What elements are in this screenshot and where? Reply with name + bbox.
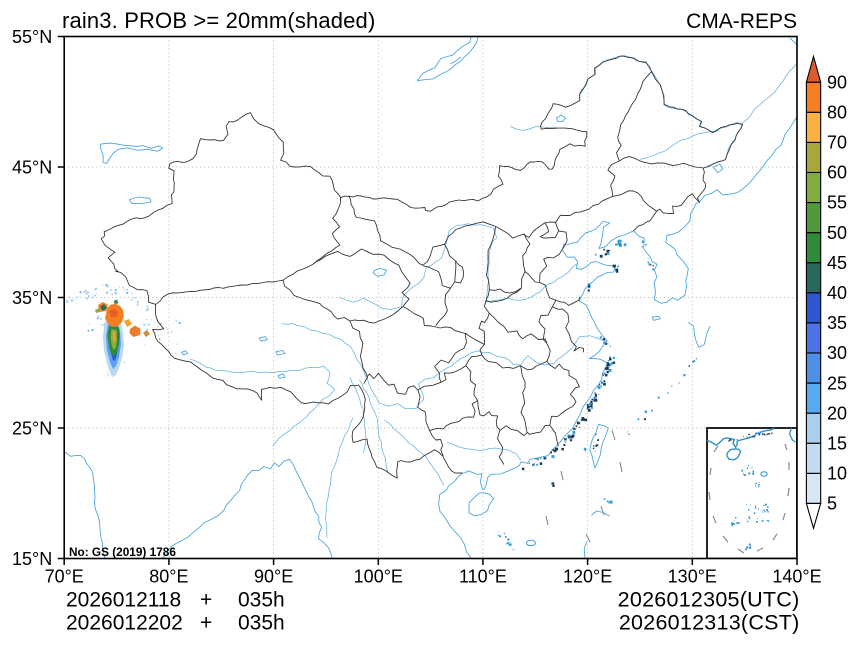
svg-text:80°E: 80°E [149, 567, 188, 587]
svg-text:45: 45 [827, 253, 847, 273]
svg-text:35°N: 35°N [12, 288, 52, 308]
svg-text:90°E: 90°E [254, 567, 293, 587]
svg-text:2026012305(UTC): 2026012305(UTC) [618, 588, 800, 612]
svg-text:70: 70 [827, 133, 847, 153]
svg-text:20: 20 [827, 403, 847, 423]
svg-text:5: 5 [827, 494, 837, 514]
svg-text:100°E: 100°E [354, 567, 403, 587]
svg-text:40: 40 [827, 283, 847, 303]
svg-text:035h: 035h [238, 589, 285, 612]
svg-text:15°N: 15°N [12, 549, 52, 569]
svg-text:CMA-REPS: CMA-REPS [686, 10, 797, 33]
svg-text:55: 55 [827, 193, 847, 213]
svg-text:+: + [200, 589, 212, 612]
svg-text:140°E: 140°E [772, 567, 821, 587]
svg-text:2026012118: 2026012118 [66, 589, 181, 612]
svg-text:55°N: 55°N [12, 27, 52, 47]
svg-text:+: + [200, 612, 212, 635]
svg-text:2026012202: 2026012202 [66, 612, 183, 635]
svg-text:30: 30 [827, 343, 847, 363]
svg-text:50: 50 [827, 223, 847, 243]
svg-text:130°E: 130°E [668, 567, 717, 587]
svg-text:10: 10 [827, 464, 847, 484]
svg-text:No: GS (2019) 1786: No: GS (2019) 1786 [69, 545, 176, 559]
svg-text:2026012313(CST): 2026012313(CST) [619, 611, 800, 635]
svg-text:15: 15 [827, 433, 847, 453]
svg-text:035h: 035h [238, 612, 285, 635]
svg-text:25°N: 25°N [12, 418, 52, 438]
svg-text:110°E: 110°E [459, 567, 507, 587]
svg-text:45°N: 45°N [12, 157, 52, 177]
svg-text:25: 25 [827, 373, 847, 393]
svg-text:70°E: 70°E [45, 567, 84, 587]
svg-text:35: 35 [827, 313, 847, 333]
svg-text:90: 90 [827, 72, 847, 92]
svg-text:120°E: 120°E [563, 567, 612, 587]
svg-text:rain3. PROB >= 20mm(shaded): rain3. PROB >= 20mm(shaded) [62, 8, 375, 33]
svg-text:60: 60 [827, 163, 847, 183]
svg-text:80: 80 [827, 103, 847, 123]
